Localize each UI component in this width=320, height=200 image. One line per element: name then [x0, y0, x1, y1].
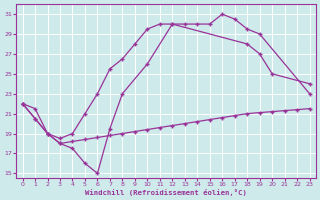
- X-axis label: Windchill (Refroidissement éolien,°C): Windchill (Refroidissement éolien,°C): [85, 189, 247, 196]
